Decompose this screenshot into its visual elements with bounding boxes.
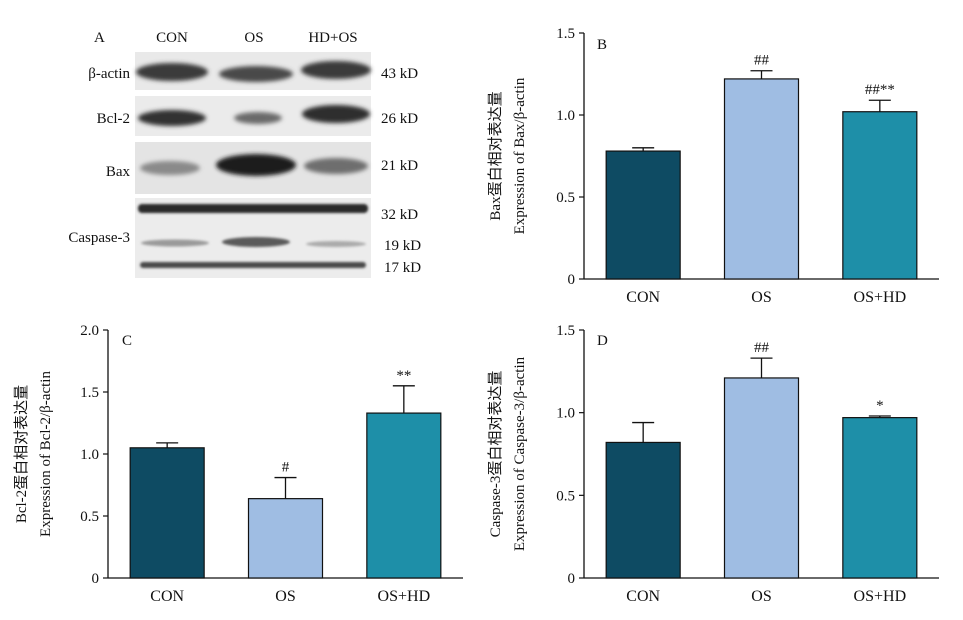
blot-band	[234, 112, 282, 124]
blot-row-label: Bax	[106, 164, 131, 180]
blot-row-beta-actin: β-actin 43 kD	[88, 52, 418, 90]
panel-letter: D	[597, 333, 608, 349]
panel-letter: B	[597, 37, 607, 53]
blot-row-caspase3: Caspase-3 32 kD 19 kD 17 kD	[68, 198, 421, 278]
y-tick-label: 0.5	[556, 488, 575, 504]
significance-label: #	[282, 460, 290, 476]
bar	[247, 498, 324, 579]
blot-marker: 19 kD	[384, 238, 421, 254]
blot-band	[140, 262, 366, 268]
blot-band	[136, 63, 208, 81]
bar	[723, 78, 800, 280]
blot-band	[306, 241, 366, 247]
bar	[605, 441, 681, 579]
x-tick-label: CON	[626, 289, 660, 306]
lane-label-hdos: HD+OS	[308, 30, 357, 46]
blot-band	[138, 204, 368, 213]
y-tick-label: 0.5	[80, 509, 99, 525]
significance-label: ##	[754, 53, 770, 69]
y-tick-label: 1.0	[556, 108, 575, 124]
y-tick-label: 0	[568, 571, 576, 587]
blot-band	[138, 110, 206, 126]
y-tick-label: 0.5	[556, 190, 575, 206]
blot-marker: 17 kD	[384, 260, 421, 276]
x-tick-label: OS+HD	[378, 588, 431, 605]
bar	[842, 417, 918, 579]
bar	[605, 150, 681, 280]
y-axis-title-cn: Bax蛋白相对表达量	[487, 91, 504, 220]
blot-band	[301, 61, 371, 79]
significance-label: **	[396, 368, 411, 384]
y-axis-title-cn: Bcl-2蛋白相对表达量	[13, 385, 30, 523]
y-tick-label: 0	[92, 571, 100, 587]
y-tick-label: 2.0	[80, 323, 99, 339]
blot-row-label: Bcl-2	[97, 111, 130, 127]
blot-band	[140, 161, 200, 175]
y-axis-title-en: Expression of Bcl-2/β-actin	[38, 371, 54, 537]
blot-marker: 26 kD	[381, 111, 418, 127]
blot-band	[141, 239, 209, 247]
blot-band	[304, 158, 368, 174]
bar	[366, 412, 442, 579]
blot-marker: 43 kD	[381, 66, 418, 82]
blot-row-label: Caspase-3	[68, 230, 130, 246]
blot-row-label: β-actin	[88, 66, 130, 82]
x-tick-label: CON	[626, 588, 660, 605]
panel-b-bax-chart: 0 0.5 1.0 1.5 CON ## OS ##** OS+HD B Bax蛋白相对表达量 Exp…	[487, 26, 939, 306]
blot-marker: 21 kD	[381, 158, 418, 174]
x-tick-label: OS+HD	[854, 588, 907, 605]
blot-marker: 32 kD	[381, 207, 418, 223]
bar	[723, 377, 800, 579]
x-tick-label: OS	[275, 588, 295, 605]
lane-label-con: CON	[156, 30, 188, 46]
blot-band	[219, 66, 293, 82]
y-tick-label: 1.0	[556, 406, 575, 422]
y-tick-label: 1.5	[556, 323, 575, 339]
y-tick-label: 1.5	[80, 385, 99, 401]
y-tick-label: 1.5	[556, 26, 575, 42]
blot-band	[302, 105, 370, 123]
blot-band	[216, 154, 296, 176]
panel-d-caspase3-chart: 0 0.5 1.0 1.5 CON ## OS * OS+HD D Caspase-3蛋白相对表达量…	[487, 323, 939, 605]
lane-label-os: OS	[244, 30, 263, 46]
x-tick-label: OS	[751, 588, 771, 605]
panel-c-bcl2-chart: 0 0.5 1.0 1.5 2.0 CON # OS ** OS+HD C Bcl-2蛋白相对表达量 E…	[13, 323, 463, 605]
y-axis-title-cn: Caspase-3蛋白相对表达量	[487, 371, 504, 538]
x-tick-label: OS	[751, 289, 771, 306]
bar	[129, 447, 205, 579]
y-axis-title-en: Expression of Bax/β-actin	[512, 77, 528, 234]
significance-label: *	[876, 398, 884, 414]
x-tick-label: OS+HD	[854, 289, 907, 306]
blot-row-bax: Bax 21 kD	[106, 142, 418, 194]
x-tick-label: CON	[150, 588, 184, 605]
panel-a-western-blot: A CON OS HD+OS β-actin 43 kD Bcl-2	[68, 30, 421, 278]
significance-label: ##**	[865, 82, 895, 98]
significance-label: ##	[754, 340, 770, 356]
y-tick-label: 1.0	[80, 447, 99, 463]
bar	[842, 111, 918, 280]
blot-band	[222, 237, 290, 247]
blot-row-bcl2: Bcl-2 26 kD	[97, 96, 418, 136]
panel-letter: C	[122, 333, 132, 349]
panel-a-letter: A	[94, 30, 105, 46]
y-tick-label: 0	[568, 272, 576, 288]
y-axis-title-en: Expression of Caspase-3/β-actin	[512, 356, 528, 551]
